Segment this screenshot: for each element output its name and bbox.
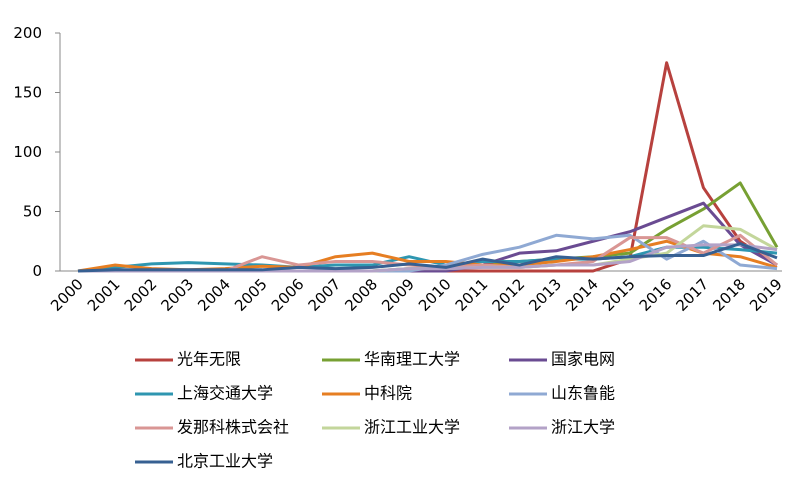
x-tick-label: 2016 bbox=[636, 275, 676, 315]
x-tick-label: 2007 bbox=[305, 275, 345, 315]
x-tick-label: 2018 bbox=[709, 275, 749, 315]
x-tick-label: 2003 bbox=[157, 275, 197, 315]
legend-label: 光年无限 bbox=[177, 350, 241, 369]
x-tick-label: 2014 bbox=[562, 275, 602, 315]
y-tick-label: 100 bbox=[13, 143, 42, 161]
y-tick-label: 50 bbox=[23, 203, 42, 221]
x-tick-label: 2002 bbox=[121, 275, 161, 315]
x-tick-label: 2015 bbox=[599, 275, 639, 315]
x-tick-label: 2001 bbox=[84, 275, 124, 315]
x-tick-label: 2012 bbox=[489, 275, 529, 315]
legend-label: 浙江大学 bbox=[551, 418, 615, 437]
legend-label: 国家电网 bbox=[551, 350, 615, 369]
y-tick-label: 150 bbox=[13, 84, 42, 102]
series-line bbox=[77, 242, 778, 273]
x-tick-label: 2010 bbox=[415, 275, 455, 315]
legend-label: 发那科株式会社 bbox=[177, 418, 289, 437]
x-tick-label: 2004 bbox=[194, 275, 234, 315]
y-tick-label: 0 bbox=[32, 262, 42, 280]
x-tick-label: 2019 bbox=[746, 275, 786, 315]
x-tick-label: 2008 bbox=[341, 275, 381, 315]
x-tick-label: 2017 bbox=[673, 275, 713, 315]
legend-label: 浙江工业大学 bbox=[364, 418, 460, 437]
legend-label: 华南理工大学 bbox=[364, 350, 460, 369]
x-tick-label: 2006 bbox=[268, 275, 308, 315]
legend-label: 北京工业大学 bbox=[177, 452, 273, 471]
legend-label: 中科院 bbox=[364, 384, 412, 403]
x-tick-label: 2000 bbox=[47, 275, 87, 315]
y-tick-label: 200 bbox=[13, 24, 42, 42]
plot-area: 0 50 100 150 200 2000200120022003200420052006… bbox=[13, 24, 785, 315]
x-tick-label: 2005 bbox=[231, 275, 271, 315]
x-tick-label: 2009 bbox=[378, 275, 418, 315]
legend-label: 上海交通大学 bbox=[177, 384, 273, 403]
x-tick-label: 2013 bbox=[525, 275, 565, 315]
legend-label: 山东鲁能 bbox=[551, 384, 615, 403]
x-tick-label: 2011 bbox=[452, 275, 492, 315]
